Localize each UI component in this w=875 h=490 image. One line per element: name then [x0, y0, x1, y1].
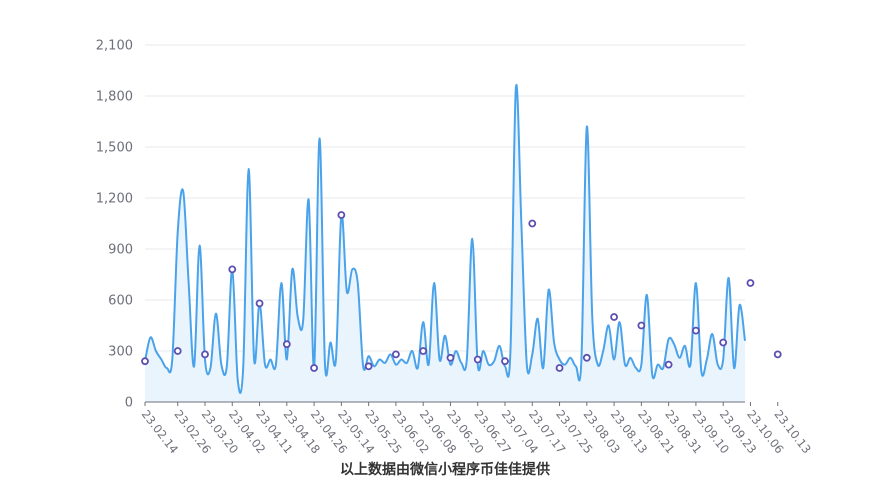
data-point-marker[interactable]	[664, 360, 673, 369]
area-fill-layer	[145, 84, 745, 402]
data-point-marker[interactable]	[528, 219, 537, 228]
data-point-marker[interactable]	[419, 347, 428, 355]
y-tick-label: 300	[108, 345, 133, 360]
data-point-marker[interactable]	[773, 350, 782, 359]
data-point-marker[interactable]	[501, 357, 509, 366]
data-point-marker[interactable]	[555, 364, 564, 372]
data-point-marker[interactable]	[282, 340, 291, 349]
data-point-marker[interactable]	[446, 353, 455, 362]
y-tick-label: 1,800	[96, 90, 133, 105]
y-tick-label: 0	[125, 396, 133, 411]
data-point-marker[interactable]	[392, 350, 400, 359]
y-tick-label: 900	[108, 243, 133, 258]
y-tick-label: 2,100	[96, 39, 133, 54]
data-point-marker[interactable]	[337, 211, 346, 219]
data-point-marker[interactable]	[637, 321, 646, 330]
data-point-marker[interactable]	[582, 353, 591, 362]
x-axis-caption: 以上数据由微信小程序币佳佳提供	[340, 461, 550, 478]
y-tick-label: 600	[108, 294, 133, 309]
series-line-layer	[144, 83, 746, 394]
data-point-marker[interactable]	[719, 338, 728, 347]
data-point-marker[interactable]	[201, 350, 209, 359]
y-axis: 0 300 600 900 1,200 1,500 1,800 2,100	[96, 39, 133, 411]
y-tick-label: 1,500	[96, 141, 133, 156]
data-point-marker[interactable]	[228, 265, 237, 274]
data-point-marker[interactable]	[173, 347, 182, 355]
data-point-marker[interactable]	[746, 279, 755, 287]
data-point-marker[interactable]	[692, 326, 700, 335]
y-tick-label: 1,200	[96, 192, 133, 207]
data-point-marker[interactable]	[473, 355, 482, 364]
series-area	[145, 84, 745, 402]
data-point-marker[interactable]	[364, 362, 373, 371]
x-axis: 23.02.1423.02.2623.03.2023.04.0223.04.11…	[139, 401, 814, 456]
data-point-marker[interactable]	[141, 357, 149, 366]
data-point-marker[interactable]	[255, 299, 264, 308]
series-line	[144, 83, 746, 394]
data-point-markers	[141, 211, 782, 372]
data-point-marker[interactable]	[310, 364, 318, 372]
data-point-marker[interactable]	[610, 313, 618, 321]
